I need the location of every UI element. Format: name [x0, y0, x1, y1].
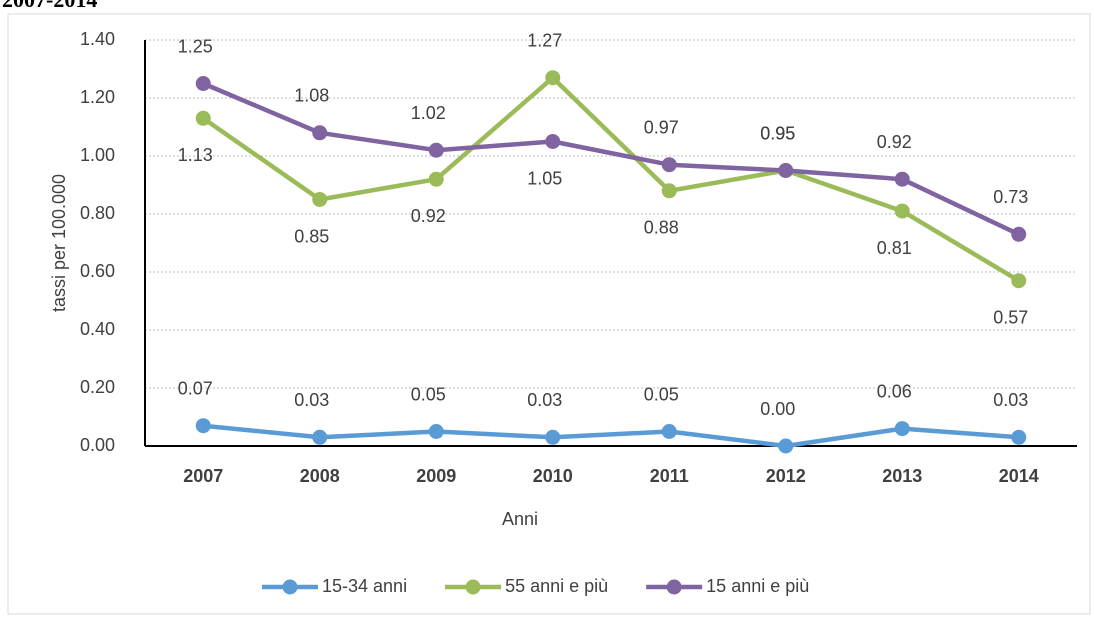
- series-line: [201, 75, 1020, 283]
- data-label: 0.85: [294, 226, 329, 246]
- legend-label: 15-34 anni: [322, 576, 407, 596]
- data-label: 0.92: [411, 206, 446, 226]
- legend-marker: [282, 579, 298, 595]
- x-tick-label: 2013: [882, 466, 922, 486]
- x-tick-label: 2012: [766, 466, 806, 486]
- data-label: 1.27: [527, 30, 562, 50]
- y-tick-label: 0.20: [80, 377, 115, 397]
- data-label: 0.03: [294, 390, 329, 410]
- point: [1011, 226, 1027, 242]
- point: [195, 76, 211, 91]
- data-label: 0.95: [760, 123, 795, 143]
- point: [894, 203, 910, 219]
- data-label: 0.92: [877, 132, 912, 152]
- data-label: 1.02: [411, 103, 446, 123]
- data-label: 1.05: [527, 168, 562, 188]
- data-label: 0.57: [993, 307, 1028, 327]
- data-label: 0.05: [411, 384, 446, 404]
- data-label: 0.73: [993, 187, 1028, 207]
- x-tick-label: 2011: [650, 466, 689, 486]
- point: [894, 171, 910, 187]
- y-tick-label: 0.00: [80, 435, 115, 455]
- data-label: 1.08: [294, 86, 329, 106]
- legend-marker: [666, 579, 682, 595]
- y-tick-label: 1.20: [80, 87, 115, 107]
- point: [778, 438, 794, 454]
- point: [894, 421, 910, 437]
- data-label: 0.06: [877, 381, 912, 401]
- point: [195, 110, 211, 126]
- chart-title: 2007-2014: [2, 0, 97, 12]
- data-label: 0.81: [877, 238, 912, 258]
- point: [312, 429, 328, 445]
- x-axis-title: Anni: [502, 509, 538, 529]
- point: [661, 183, 677, 199]
- point: [1011, 273, 1027, 289]
- data-label: 0.07: [178, 378, 213, 398]
- y-tick-label: 0.80: [80, 203, 115, 223]
- point: [428, 142, 444, 158]
- legend-label: 15 anni e più: [706, 576, 809, 596]
- point: [545, 134, 561, 149]
- point: [428, 424, 444, 439]
- point: [1011, 429, 1027, 445]
- point: [312, 125, 328, 141]
- x-tick-label: 2009: [416, 466, 456, 486]
- x-tick-label: 2014: [999, 466, 1039, 486]
- point: [428, 171, 444, 187]
- point: [545, 70, 561, 86]
- y-tick-label: 0.60: [80, 261, 115, 281]
- data-label: 0.95: [760, 123, 795, 143]
- data-label: 0.03: [527, 390, 562, 410]
- y-tick-label: 1.00: [80, 145, 115, 165]
- series-line: [202, 81, 1020, 237]
- point: [661, 157, 677, 173]
- y-tick-label: 0.40: [80, 319, 115, 339]
- legend-label: 55 anni e più: [505, 576, 608, 596]
- point: [778, 163, 794, 178]
- point: [661, 424, 677, 439]
- data-label: 0.03: [993, 390, 1028, 410]
- chart-border: [7, 13, 1091, 615]
- y-tick-label: 1.40: [80, 29, 115, 49]
- data-label: 0.00: [760, 399, 795, 419]
- data-label: 1.25: [178, 36, 213, 56]
- series-line: [203, 423, 1019, 449]
- x-tick-label: 2007: [183, 466, 223, 486]
- data-label: 0.97: [644, 117, 679, 137]
- legend-marker: [465, 579, 481, 595]
- y-axis-title: tassi per 100.000: [49, 174, 69, 312]
- data-label: 0.88: [644, 218, 679, 238]
- point: [195, 418, 211, 434]
- point: [545, 429, 561, 445]
- data-label: 1.13: [178, 145, 213, 165]
- x-tick-label: 2008: [300, 466, 340, 486]
- data-label: 0.05: [644, 384, 679, 404]
- point: [312, 192, 328, 207]
- x-tick-label: 2010: [533, 466, 573, 486]
